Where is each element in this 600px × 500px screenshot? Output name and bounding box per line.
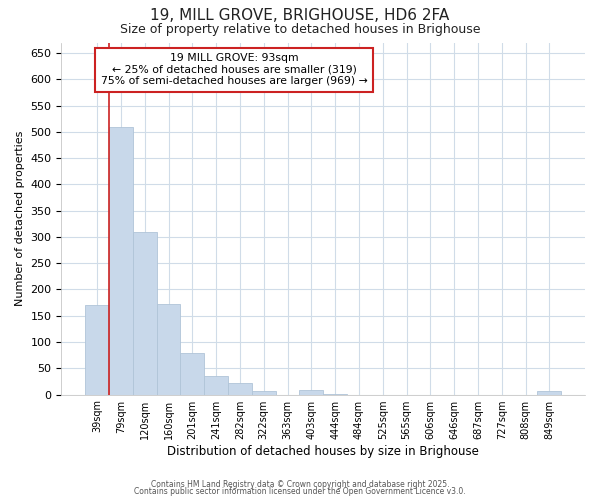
Text: 19, MILL GROVE, BRIGHOUSE, HD6 2FA: 19, MILL GROVE, BRIGHOUSE, HD6 2FA (151, 8, 449, 22)
Text: 19 MILL GROVE: 93sqm
← 25% of detached houses are smaller (319)
75% of semi-deta: 19 MILL GROVE: 93sqm ← 25% of detached h… (101, 53, 368, 86)
Bar (299, 390, 323, 394)
X-axis label: Distribution of detached houses by size in Brighouse: Distribution of detached houses by size … (167, 444, 479, 458)
Y-axis label: Number of detached properties: Number of detached properties (15, 131, 25, 306)
Text: Contains HM Land Registry data © Crown copyright and database right 2025.: Contains HM Land Registry data © Crown c… (151, 480, 449, 489)
Text: Size of property relative to detached houses in Brighouse: Size of property relative to detached ho… (120, 22, 480, 36)
Bar (181, 352, 204, 395)
Bar (252, 391, 275, 394)
Bar (204, 376, 228, 394)
Text: Contains public sector information licensed under the Open Government Licence v3: Contains public sector information licen… (134, 487, 466, 496)
Bar (109, 126, 133, 394)
Bar (538, 392, 561, 394)
Bar (157, 304, 181, 394)
Bar (228, 383, 252, 394)
Bar (133, 232, 157, 394)
Bar (85, 305, 109, 394)
